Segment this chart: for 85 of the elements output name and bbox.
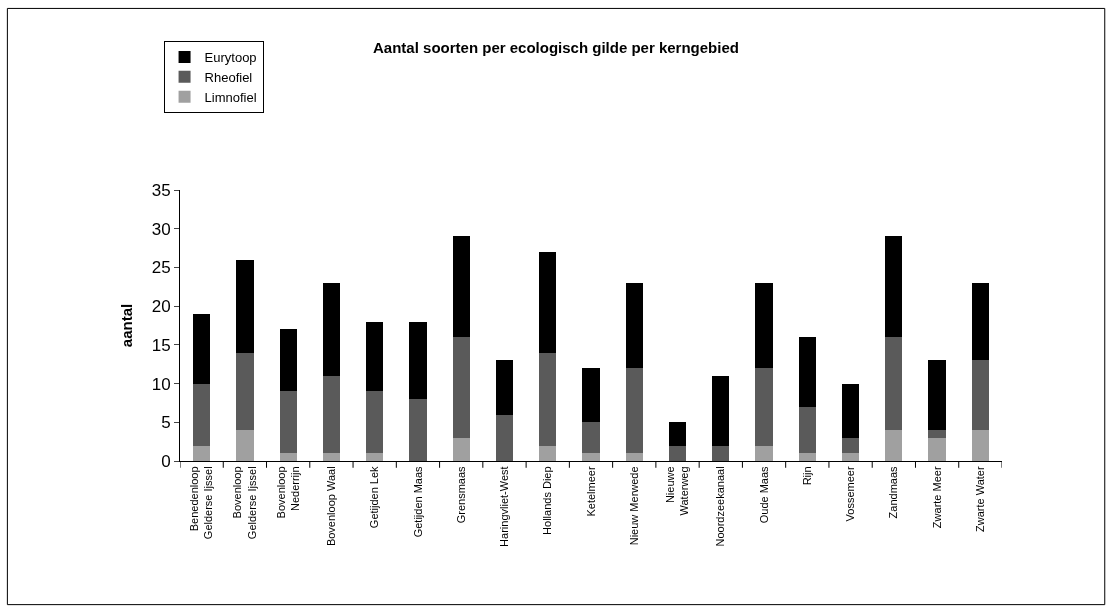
x-tick-label: Zwarte Water <box>973 466 986 533</box>
bar <box>798 406 816 454</box>
bar <box>712 445 730 461</box>
bar <box>192 313 211 384</box>
y-tick-label: 15 <box>151 335 171 355</box>
x-tick-label: Noordzeekanaal <box>714 466 727 547</box>
bar <box>582 422 600 454</box>
bar <box>582 368 600 423</box>
bar <box>366 321 384 392</box>
bar <box>582 453 600 461</box>
bar <box>971 430 990 461</box>
bar <box>668 445 687 461</box>
bar <box>236 352 254 431</box>
x-tick-label: Ketelmeer <box>584 466 597 517</box>
x-tick-label: Vossemeer <box>844 466 857 522</box>
x-tick-label: Nieuw Merwede <box>627 466 640 546</box>
legend-label: Rheofiel <box>204 69 253 85</box>
bar <box>279 391 297 454</box>
y-tick-label: 30 <box>151 219 171 239</box>
bar <box>625 368 643 454</box>
bar <box>928 360 946 431</box>
bar <box>928 430 946 438</box>
bar <box>755 282 773 369</box>
bar <box>885 337 903 431</box>
legend-label: Limnofiel <box>204 89 257 105</box>
bar <box>755 445 773 461</box>
x-tick-label: Benedenloop Gelderse Ijssel <box>188 466 215 540</box>
bar <box>971 360 990 431</box>
bar <box>841 453 860 461</box>
y-axis-title: aantal <box>117 303 135 348</box>
bar <box>539 352 557 446</box>
x-tick-label: Zandmaas <box>887 465 900 519</box>
x-tick-label: Rijn <box>800 466 813 486</box>
bar <box>409 321 427 400</box>
y-tick-label: 5 <box>161 413 171 433</box>
bar <box>322 282 341 376</box>
x-tick-label: Hollands Diep <box>541 466 554 535</box>
bar <box>539 445 557 461</box>
y-tick-label: 0 <box>161 451 171 471</box>
x-tick-label: Bovenloop Waal <box>325 466 337 547</box>
x-tick-label: Haringvliet-West <box>498 466 511 547</box>
bar <box>885 430 903 461</box>
bar <box>841 383 860 438</box>
bar <box>192 383 211 446</box>
bar <box>452 337 470 438</box>
y-tick-label: 35 <box>151 180 171 200</box>
bar <box>322 453 341 461</box>
x-tick-label: Nieuwe Waterweg <box>663 466 691 516</box>
bar <box>452 437 470 461</box>
bar <box>798 453 816 461</box>
bar <box>971 282 990 361</box>
bar <box>755 368 773 446</box>
bar <box>322 375 341 454</box>
bar <box>841 437 860 454</box>
chart-title: Aantal soorten per ecologisch gilde per kerngebied <box>373 39 739 57</box>
bar <box>625 453 643 461</box>
bar <box>452 236 470 338</box>
x-tick-label: Getijden Lek <box>368 465 381 529</box>
x-tick-label: Grensmaas <box>454 465 467 524</box>
y-tick-label: 20 <box>151 297 171 317</box>
bar <box>712 375 730 446</box>
bar <box>495 414 514 461</box>
x-tick-label: Getijden Maas <box>411 465 424 538</box>
bar <box>236 430 254 461</box>
legend-label: Eurytoop <box>204 49 257 65</box>
bar <box>236 259 254 353</box>
x-tick-label: Oude Maas <box>757 465 770 524</box>
bar <box>279 453 297 461</box>
bar <box>366 391 384 454</box>
bar <box>409 399 427 461</box>
x-tick-label: Bovenloop Nederrijn <box>274 466 301 519</box>
bar <box>366 453 384 461</box>
bar <box>885 236 903 338</box>
y-tick-label: 25 <box>151 258 171 278</box>
bar <box>192 445 211 461</box>
x-tick-label: Zwarte Meer <box>930 466 943 529</box>
bar <box>928 437 946 461</box>
bar <box>798 337 816 407</box>
bar <box>668 422 687 446</box>
bar <box>279 329 297 392</box>
x-tick-label: Bovenloop Gelderse Ijssel <box>231 466 258 540</box>
bar <box>539 251 557 353</box>
bar <box>625 282 643 369</box>
y-tick-label: 10 <box>151 374 171 394</box>
bar <box>495 360 514 415</box>
